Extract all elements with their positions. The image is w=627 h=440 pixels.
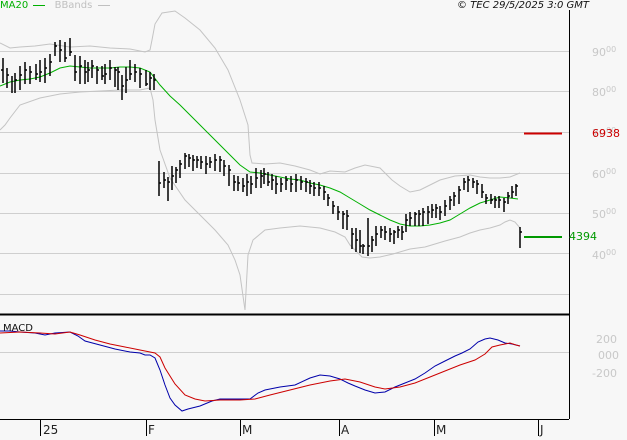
- price-tick-6000: 6000: [592, 167, 617, 181]
- macd-tick-0: 000: [598, 349, 619, 362]
- x-label-mar: M: [242, 423, 253, 437]
- x-label-feb: F: [148, 423, 155, 437]
- last-price-label: 4394: [569, 230, 597, 243]
- macd-title: MACD: [3, 323, 33, 334]
- legend-ma20: MA20: [0, 0, 49, 11]
- signal-line: [0, 331, 521, 402]
- price-tick-9000: 9000: [592, 45, 617, 59]
- x-label-jan25: 25: [43, 423, 59, 437]
- macd-tick-200: 200: [596, 333, 617, 346]
- price-tick-5000: 5000: [592, 207, 617, 221]
- resistance-label: 6938: [592, 127, 620, 140]
- chart-legend: MA20 BBands: [0, 0, 110, 11]
- macd-line: [0, 330, 521, 412]
- copyright-text: © TEC 29/5/2025 3:0 GMT: [457, 0, 589, 11]
- price-tick-7000: 7000: [592, 126, 617, 140]
- macd-tick-neg200: -200: [592, 367, 617, 380]
- x-label-jun: J: [540, 423, 544, 437]
- price-tick-4000: 4000: [592, 248, 617, 262]
- x-label-may: M: [436, 423, 447, 437]
- price-tick-8000: 8000: [592, 85, 617, 99]
- bbands: [0, 10, 521, 311]
- legend-bbands: BBands: [55, 0, 110, 11]
- ohlc-bars: [1, 38, 522, 256]
- ma20-line: [0, 65, 519, 227]
- x-label-apr: A: [341, 423, 350, 437]
